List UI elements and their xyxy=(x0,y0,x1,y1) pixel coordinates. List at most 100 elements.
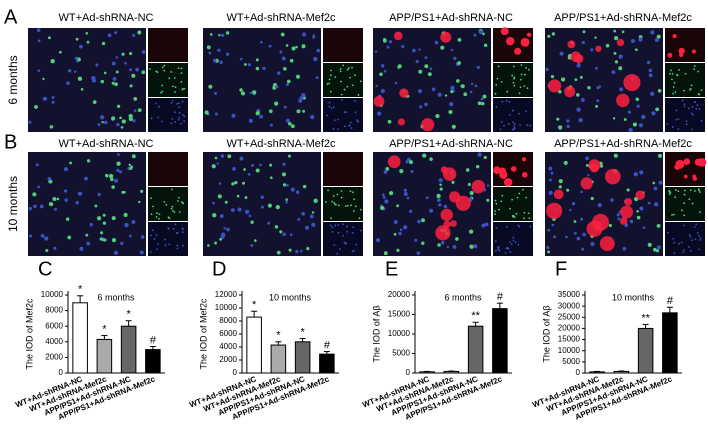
cell-dot xyxy=(101,120,104,124)
channel-dot xyxy=(345,111,348,114)
cell-dot xyxy=(94,204,98,208)
channel-dot xyxy=(500,200,503,203)
cell-dot xyxy=(95,63,99,67)
cell-dot xyxy=(120,241,124,245)
cell-dot xyxy=(418,69,423,74)
cell-dot xyxy=(397,64,402,69)
cell-dot xyxy=(421,241,425,245)
channel-dot xyxy=(527,68,530,71)
cell-dot xyxy=(216,162,219,165)
channel-dot xyxy=(697,70,699,73)
channel-dot xyxy=(691,239,693,242)
cell-dot xyxy=(380,88,385,94)
bar xyxy=(419,371,435,374)
cell-dot xyxy=(33,204,37,209)
cell-dot xyxy=(242,181,246,185)
plaque xyxy=(440,208,453,222)
cell-dot xyxy=(35,163,39,167)
cell-dot xyxy=(595,104,599,108)
cell-dot xyxy=(418,48,421,51)
cell-dot xyxy=(388,40,393,44)
plaque xyxy=(564,86,576,98)
channel-dot xyxy=(157,243,159,246)
cell-dot xyxy=(313,198,318,204)
cell-dot xyxy=(137,108,142,112)
channel-dot xyxy=(180,81,183,83)
channel-dot xyxy=(512,239,515,242)
cell-dot xyxy=(286,79,291,84)
cell-dot xyxy=(91,75,96,81)
channel-dot xyxy=(339,248,341,250)
channel-dot xyxy=(332,127,335,130)
cell-dot xyxy=(477,152,482,157)
cell-dot xyxy=(250,220,254,224)
channel-dot xyxy=(677,190,680,193)
channel-dot xyxy=(173,211,176,213)
channel-dot xyxy=(161,120,163,123)
channel-dot xyxy=(332,194,335,197)
channel-dot xyxy=(337,118,339,121)
cell-dot xyxy=(116,122,120,127)
channel-dot xyxy=(342,64,345,67)
cell-dot xyxy=(141,70,146,75)
cell-dot xyxy=(269,176,273,180)
channel-dot xyxy=(163,69,166,72)
channel-dot xyxy=(697,188,700,190)
cell-dot xyxy=(295,249,299,254)
cell-dot xyxy=(243,168,246,171)
cell-dot xyxy=(213,91,218,96)
cell-dot xyxy=(39,204,44,209)
cell-dot xyxy=(285,183,289,187)
cell-dot xyxy=(650,30,655,35)
significance-mark: # xyxy=(150,334,157,346)
cell-dot xyxy=(439,187,443,191)
channel-dot xyxy=(694,238,697,241)
channel-dot xyxy=(672,33,677,39)
cell-dot xyxy=(115,56,118,59)
plaque xyxy=(616,93,630,108)
channel-dot xyxy=(517,224,520,227)
channel-dot xyxy=(689,235,692,238)
cell-dot xyxy=(86,159,91,163)
cell-dot xyxy=(236,194,240,198)
channel-dot xyxy=(699,191,701,193)
cell-dot xyxy=(477,101,482,106)
cell-dot xyxy=(425,196,429,200)
channel-dot xyxy=(690,84,693,87)
cell-dot xyxy=(306,246,310,251)
cell-dot xyxy=(244,209,250,215)
cell-dot xyxy=(652,181,656,185)
channel-dot xyxy=(334,224,337,227)
cell-dot xyxy=(260,205,264,209)
cell-dot xyxy=(111,185,115,189)
cell-dot xyxy=(556,117,560,121)
plaque xyxy=(623,74,641,92)
cell-dot xyxy=(315,76,319,80)
channel-dot xyxy=(513,125,516,128)
cell-dot xyxy=(104,173,109,178)
channel-dot xyxy=(354,111,357,114)
plaque xyxy=(619,217,628,225)
y-tick-label: 5000 xyxy=(392,349,410,358)
cell-dot xyxy=(403,191,408,196)
cell-dot xyxy=(289,233,293,236)
plaque xyxy=(399,88,409,98)
channel-dot xyxy=(334,119,336,122)
cell-dot xyxy=(250,243,254,247)
channel-dot xyxy=(518,225,521,228)
cell-dot xyxy=(36,28,41,32)
channel-dot xyxy=(170,102,173,104)
cell-dot xyxy=(443,204,448,209)
channel-dot xyxy=(516,196,519,199)
channel-dot xyxy=(497,208,500,211)
cell-dot xyxy=(115,70,119,74)
channel-image xyxy=(493,63,533,97)
channel-dot xyxy=(671,72,674,75)
cell-dot xyxy=(282,162,286,166)
channel-image xyxy=(323,222,363,256)
channel-dot xyxy=(683,174,688,179)
cell-dot xyxy=(626,188,630,192)
cell-dot xyxy=(79,44,83,49)
channel-dot xyxy=(513,123,516,125)
cell-dot xyxy=(85,233,89,237)
